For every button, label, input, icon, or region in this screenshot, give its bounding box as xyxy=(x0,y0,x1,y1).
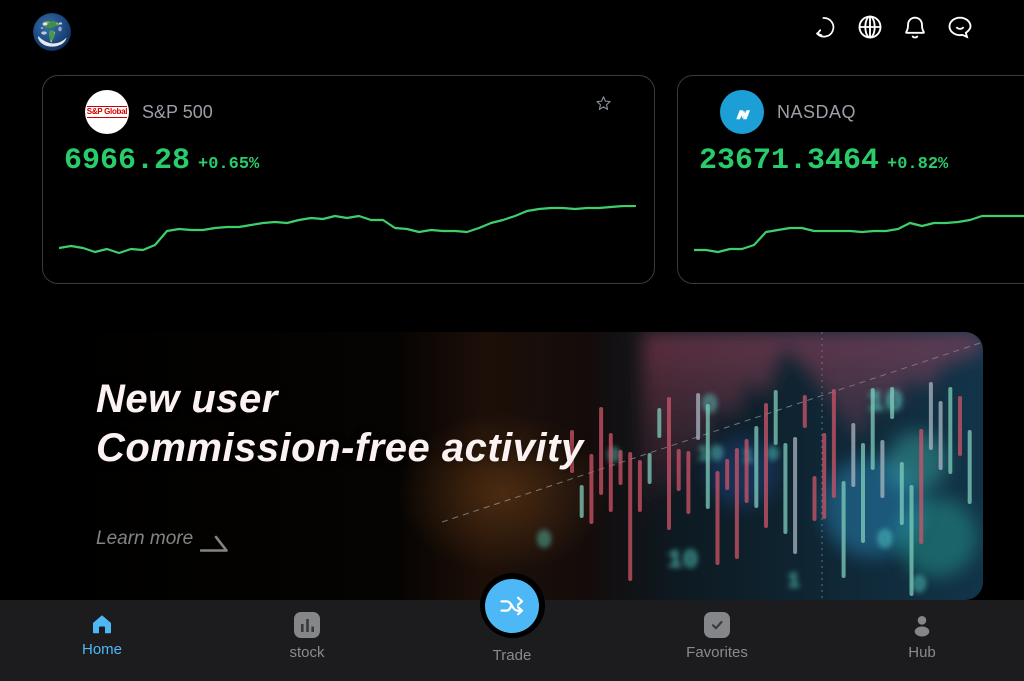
svg-text:1: 1 xyxy=(787,569,800,594)
svg-text:10: 10 xyxy=(667,545,698,575)
svg-text:0: 0 xyxy=(877,525,893,555)
svg-text:0: 0 xyxy=(702,390,718,420)
svg-text:10: 10 xyxy=(697,442,723,467)
svg-text:0: 0 xyxy=(537,528,551,555)
svg-text:0: 0 xyxy=(767,444,779,467)
svg-text:0: 0 xyxy=(912,573,926,600)
